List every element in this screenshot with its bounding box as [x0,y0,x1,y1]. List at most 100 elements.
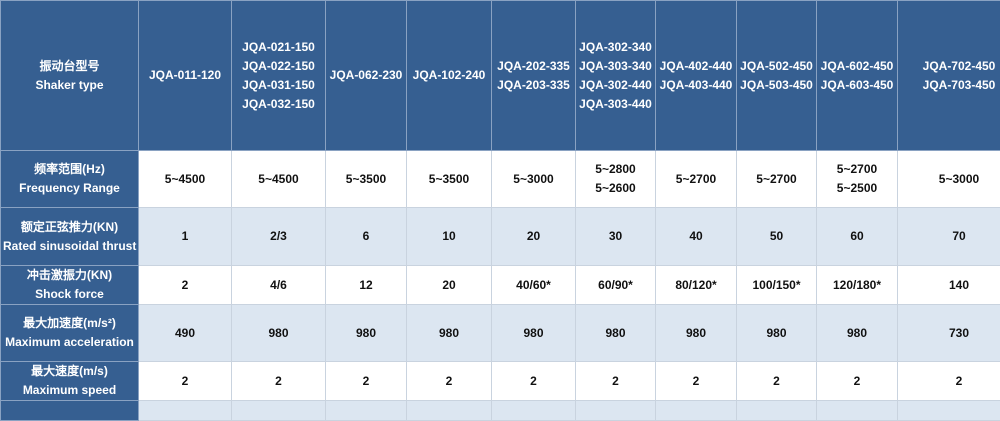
cell-value: 2 [658,372,734,391]
cell-value: 5~2700 [658,170,734,189]
table-cell: 40/60* [492,266,576,305]
cell-value: 2 [819,372,895,391]
cell-value: 2 [409,372,489,391]
model-name: JQA-062-230 [328,66,404,85]
table-cell: 5~3000 [492,151,576,208]
table-cell: 12 [326,266,407,305]
table-cell: 2 [492,362,576,401]
cell-value: 980 [578,324,653,343]
cell-value: 2 [494,372,573,391]
model-name: JQA-102-240 [409,66,489,85]
cell-value: 6 [328,227,404,246]
label-en: Maximum acceleration [3,333,136,352]
model-name: JQA-502-450 [739,57,814,76]
table-cell: 120/180* [817,266,898,305]
cell-value: 40/60* [494,276,573,295]
cell-value: 5~2500 [819,179,895,198]
model-name: JQA-303-440 [578,95,653,114]
cell-value: 140 [900,276,1000,295]
table-cell: 60/90* [576,266,656,305]
model-name: JQA-403-440 [658,76,734,95]
cell-value: 1 [141,227,229,246]
row-label: 频率范围(Hz)Frequency Range [1,151,139,208]
label-zh: 最大速度(m/s) [3,362,136,381]
cell-value: 2 [739,372,814,391]
cell-value: 2 [328,372,404,391]
table-cell: 80/120* [656,266,737,305]
cell-value: 5~2700 [819,160,895,179]
table-cell: 2 [232,362,326,401]
cell-value: 980 [819,324,895,343]
cell-value: 60 [819,227,895,246]
label-en: Shaker type [3,76,136,95]
cell-value: 120/180* [819,276,895,295]
model-name: JQA-302-340 [578,38,653,57]
table-cell: 30 [576,208,656,266]
cell-value: 5~3000 [900,170,1000,189]
cell-value: 5~2700 [739,170,814,189]
table-cell: 20 [492,208,576,266]
table-cell: 5~2700 [656,151,737,208]
table-cell: 100/150* [737,266,817,305]
table-cell: 2 [656,362,737,401]
table-cell: 1 [139,208,232,266]
cell-value: 2 [578,372,653,391]
table-cell: 40 [656,208,737,266]
model-name: JQA-022-150 [234,57,323,76]
cell-value: 980 [739,324,814,343]
table-cell: 5~2700 [737,151,817,208]
table-cell: 490 [139,305,232,362]
table-cell: 10 [407,208,492,266]
model-name: JQA-702-450 [900,57,1000,76]
table-cell: 5~4500 [139,151,232,208]
label-zh: 频率范围(Hz) [3,160,136,179]
table-cell: 980 [817,305,898,362]
table-cell: 980 [492,305,576,362]
row-label: 最大速度(m/s)Maximum speed [1,362,139,401]
cell-value: 70 [900,227,1000,246]
cell-value: 2 [234,372,323,391]
cell-value: 980 [494,324,573,343]
model-name: JQA-202-335 [494,57,573,76]
model-name: JQA-402-440 [658,57,734,76]
cell-value: 980 [234,324,323,343]
header-label: 振动台型号 Shaker type [1,1,139,151]
cell-value: 490 [141,324,229,343]
model-name: JQA-031-150 [234,76,323,95]
cell-value: 20 [494,227,573,246]
table-cell: 4/6 [232,266,326,305]
label-zh: 振动台型号 [3,57,136,76]
label-en: Shock force [3,285,136,304]
row-label: 最大加速度(m/s²)Maximum acceleration [1,305,139,362]
model-header: JQA-062-230 [326,1,407,151]
table-cell: 60 [817,208,898,266]
model-name: JQA-302-440 [578,76,653,95]
cell-value: 2 [141,276,229,295]
table-cell: 2 [407,362,492,401]
table-cell: 980 [326,305,407,362]
table-cell: 2 [817,362,898,401]
table-cell: 2 [139,362,232,401]
table-cell: 20 [407,266,492,305]
model-name: JQA-503-450 [739,76,814,95]
label-en: Maximum speed [3,381,136,400]
label-zh: 冲击激振力(KN) [3,266,136,285]
cell-value: 2 [900,372,1000,391]
table-cell: 2 [326,362,407,401]
table-cell: 5~4500 [232,151,326,208]
table-cell: 980 [232,305,326,362]
model-name: JQA-032-150 [234,95,323,114]
table-cell: 5~3500 [326,151,407,208]
label-en: Frequency Range [3,179,136,198]
